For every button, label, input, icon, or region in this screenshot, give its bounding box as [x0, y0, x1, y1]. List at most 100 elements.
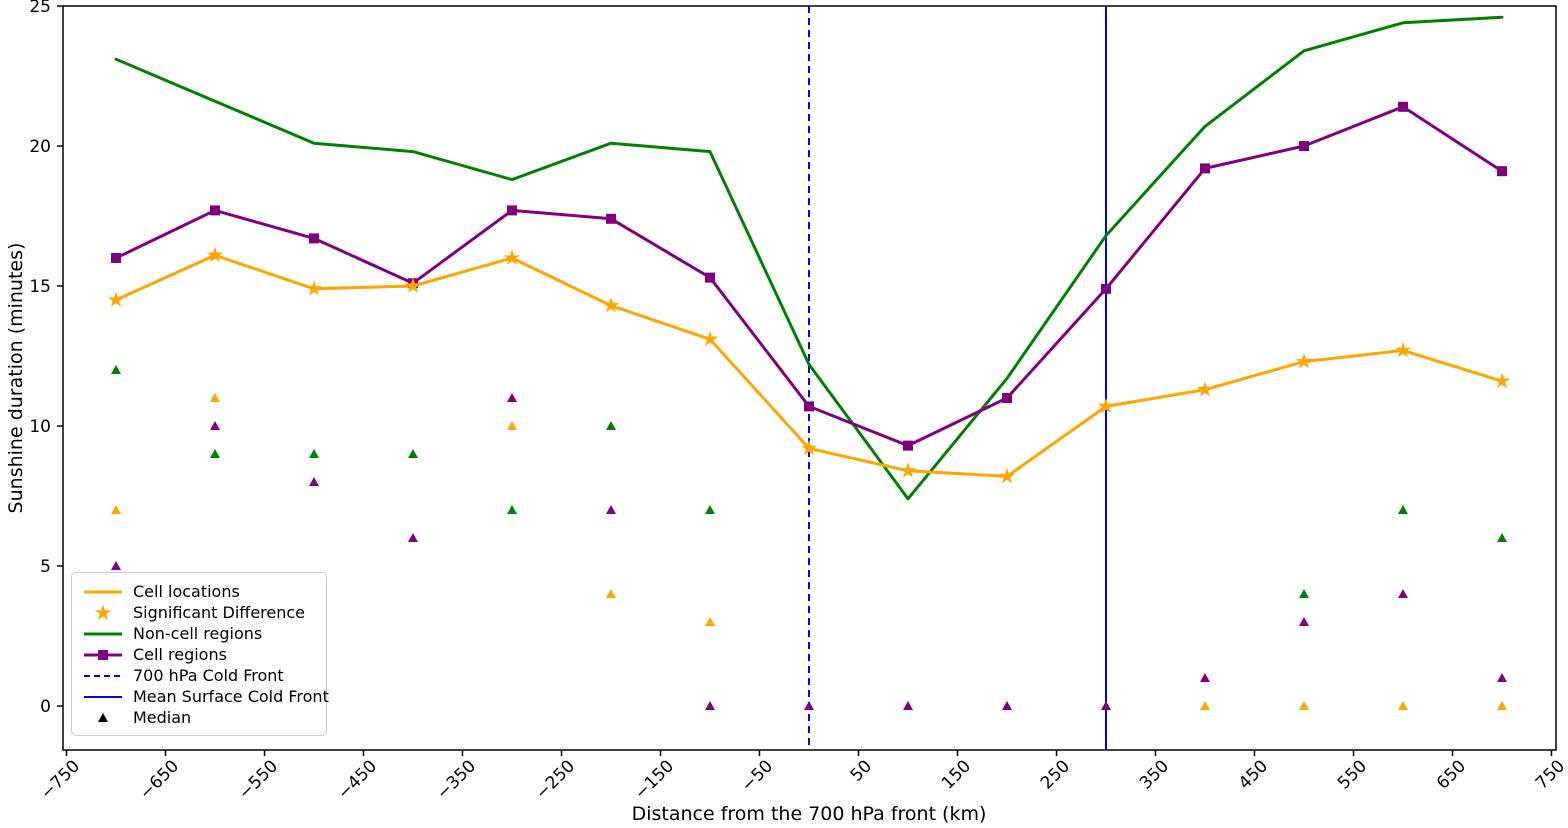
data-point-square-cell-regions [210, 205, 220, 216]
legend-glyph-mean-surface-cold-front-icon [84, 695, 122, 698]
legend-label: Mean Surface Cold Front [133, 687, 329, 706]
median-marker [1299, 701, 1309, 710]
vlines-group [808, 6, 1107, 750]
median-marker [507, 421, 517, 430]
x-tick-label: −650 [136, 756, 183, 803]
median-marker [309, 449, 319, 458]
x-tick-label: −50 [738, 756, 778, 796]
median-marker [1002, 701, 1012, 710]
data-point-square-cell-regions [1101, 283, 1111, 294]
median-marker [1101, 701, 1111, 710]
legend-glyph-non-cell-regions-icon [84, 632, 122, 635]
y-tick-label: 25 [29, 0, 51, 17]
significant-difference-star-marker [107, 291, 125, 307]
x-axis-ticks: −750 −650 −550 −450 −350 −250 −150 −50 50 150 250 3… [37, 750, 1568, 804]
data-point-square-cell-regions [606, 213, 616, 224]
x-axis-label: Distance from the 700 hPa front (km) [632, 803, 987, 825]
median-marker [1497, 673, 1507, 682]
y-tick-label: 5 [40, 557, 51, 577]
median-marker [210, 449, 220, 458]
median-marker [1497, 701, 1507, 710]
median-marker [705, 505, 715, 514]
x-tick-label: 650 [1433, 756, 1470, 793]
median-marker [1398, 589, 1408, 598]
median-marker [210, 393, 220, 402]
x-tick-label: 750 [1532, 756, 1568, 793]
legend-label: Median [133, 708, 192, 727]
significant-difference-star-marker [305, 280, 323, 296]
y-tick-label: 15 [29, 277, 51, 297]
median-marker [606, 505, 616, 514]
legend-label: Non-cell regions [133, 624, 263, 643]
significant-difference-star-marker [1394, 341, 1412, 358]
series-group [107, 15, 1511, 501]
legend-glyph-cell-locations-icon [84, 590, 122, 593]
x-tick-label: −350 [433, 756, 480, 803]
median-marker [1299, 589, 1309, 598]
median-marker [111, 505, 121, 514]
median-marker [705, 617, 715, 626]
median-marker [903, 701, 913, 710]
median-marker [408, 449, 418, 458]
median-markers-group [111, 365, 1507, 710]
legend: Cell locations Significant Difference Non-… [71, 572, 329, 736]
significant-difference-star-marker [602, 297, 620, 313]
x-tick-label: 550 [1334, 756, 1371, 793]
x-tick-label: −550 [235, 756, 282, 803]
legend-label: 700 hPa Cold Front [133, 666, 284, 685]
x-tick-label: 50 [847, 756, 876, 785]
median-marker [1398, 701, 1408, 710]
significant-difference-star-marker [998, 467, 1016, 484]
legend-item-cell-regions: Cell regions [81, 644, 317, 665]
data-point-square-cell-regions [705, 272, 715, 283]
median-marker [111, 561, 121, 570]
significant-difference-star-marker [899, 462, 917, 478]
median-marker [309, 477, 319, 486]
y-tick-label: 0 [40, 697, 51, 717]
median-marker [1200, 673, 1210, 682]
plot-area-border [62, 5, 1557, 751]
median-marker [804, 701, 814, 710]
significant-difference-star-marker [1196, 381, 1214, 397]
data-point-square-cell-regions [1497, 166, 1507, 177]
x-tick-label: −750 [37, 756, 84, 803]
data-point-square-cell-regions [507, 205, 517, 216]
legend-glyph-significant-difference-icon [94, 604, 112, 620]
median-marker [1398, 505, 1408, 514]
median-marker [606, 589, 616, 598]
series-line-non-cell-regions [114, 15, 1504, 501]
legend-item-cell-locations: Cell locations [81, 581, 317, 602]
significant-difference-star-marker [404, 277, 422, 293]
median-marker [1200, 701, 1210, 710]
data-point-square-cell-regions [1200, 163, 1210, 174]
x-tick-label: 250 [1037, 756, 1074, 793]
significant-difference-star-marker [800, 439, 818, 456]
y-tick-label: 10 [29, 417, 51, 437]
data-point-square-cell-regions [1002, 393, 1012, 403]
median-marker [1299, 617, 1309, 626]
significant-difference-star-marker [1097, 397, 1115, 414]
median-marker [408, 533, 418, 542]
legend-item-non-cell-regions: Non-cell regions [81, 623, 317, 644]
x-tick-label: 350 [1136, 756, 1173, 793]
data-point-square-cell-regions [1398, 101, 1408, 112]
y-tick-label: 20 [29, 137, 51, 157]
legend-label: Significant Difference [133, 603, 306, 622]
legend-glyph-median-icon [98, 712, 108, 722]
x-tick-label: −250 [532, 756, 579, 803]
legend-glyph-700-hpa-cold-front-icon [84, 674, 122, 677]
x-tick-label: 150 [938, 756, 975, 793]
x-tick-label: −450 [334, 756, 381, 803]
data-point-square-cell-regions [804, 401, 814, 412]
legend-item-mean-surface-cold-front: Mean Surface Cold Front [81, 686, 329, 707]
median-marker [507, 505, 517, 514]
significant-difference-star-marker [1493, 372, 1511, 389]
significant-difference-star-marker [701, 330, 719, 347]
significant-difference-star-marker [503, 249, 521, 265]
legend-label: Cell locations [133, 582, 240, 601]
median-marker [1497, 533, 1507, 542]
median-marker [111, 365, 121, 374]
legend-item-median: Median [81, 707, 317, 728]
